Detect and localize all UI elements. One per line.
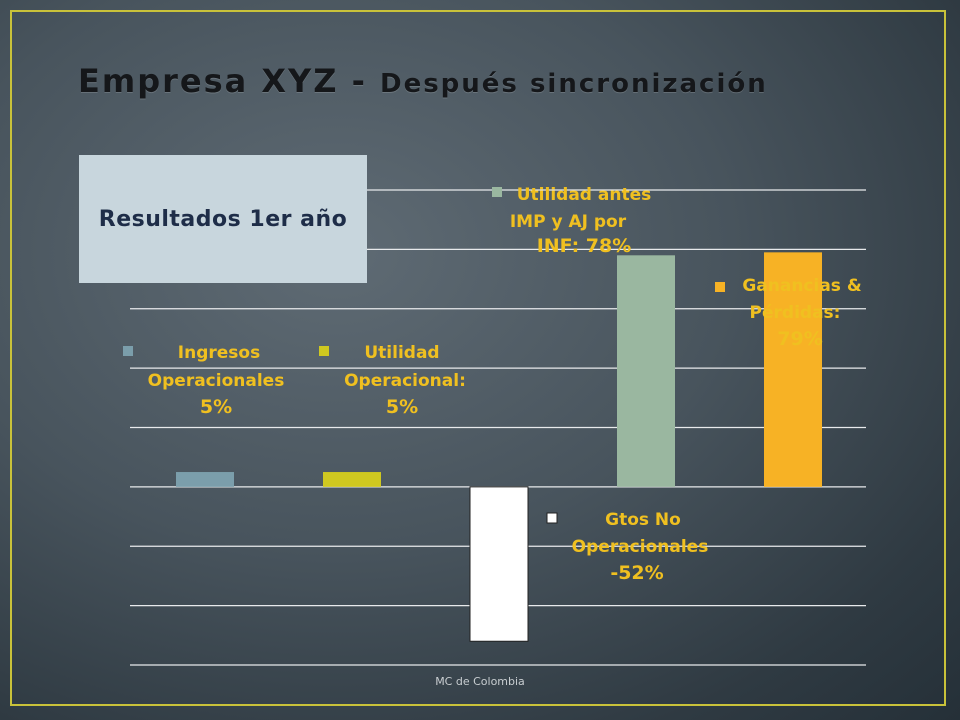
results-box: Resultados 1er año [79,155,367,283]
label-key-5 [715,282,725,292]
bar-2 [323,472,381,487]
data-label-5-line-1: Ganancias & [742,276,862,296]
data-label-4-line-1: Utilidad antes [517,185,652,205]
data-label-1-line-1: Ingresos [178,343,260,363]
data-label-3-line-3: -52% [610,562,663,584]
data-label-1-line-2: Operacionales [148,371,285,391]
label-key-1 [123,346,133,356]
data-label-5-line-2: Pérdidas: [750,303,841,323]
data-label-2-line-2: Operacional: [344,371,466,391]
slide-frame [10,10,946,706]
label-key-4 [492,187,502,197]
footer-text: MC de Colombia [435,675,525,688]
results-box-label: Resultados 1er año [98,206,348,232]
data-label-4-line-3: INF: 78% [537,235,632,257]
bar-1 [176,472,234,487]
data-label-2-line-1: Utilidad [364,343,439,363]
data-label-1-line-3: 5% [200,396,232,418]
data-label-4-line-2: IMP y AJ por [510,212,627,232]
data-label-2-line-3: 5% [386,396,418,418]
title-sub: Después sincronización [379,69,768,99]
slide-title: Empresa XYZ - Después sincronización [78,62,768,100]
data-label-5-line-3: 79% [777,328,822,350]
data-label-3-line-1: Gtos No [605,510,681,530]
title-main: Empresa XYZ - [78,62,380,100]
label-key-3 [546,512,558,524]
bar-5 [764,252,822,487]
bar-4 [617,255,675,487]
bar-3 [469,486,529,642]
data-label-3-line-2: Operacionales [572,537,709,557]
label-key-2 [319,346,329,356]
